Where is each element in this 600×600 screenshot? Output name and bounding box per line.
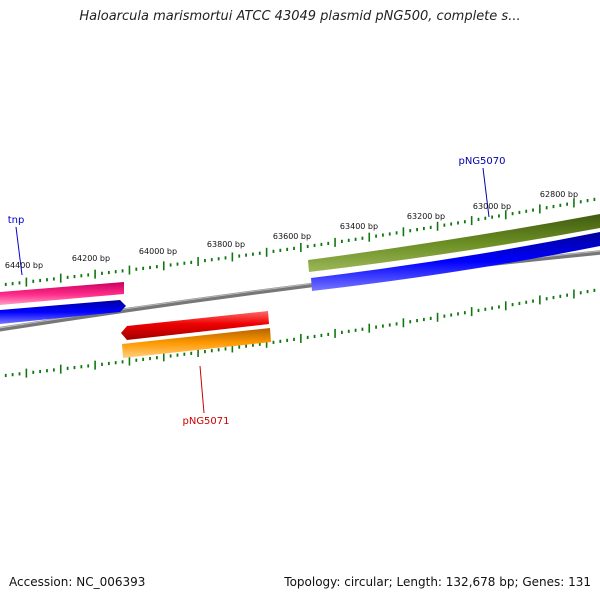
- gene-label-pNG5070[interactable]: pNG5070: [458, 156, 505, 167]
- map-title: Haloarcula marismortui ATCC 43049 plasmi…: [79, 9, 521, 24]
- ruler-tick-label: 63400 bp: [340, 222, 378, 231]
- gene-label-pNG5071[interactable]: pNG5071: [182, 416, 229, 427]
- ruler-tick-label: 63000 bp: [473, 202, 511, 211]
- pNG5070-feature[interactable]: [308, 214, 600, 272]
- tnp-label-connector: [15, 226, 23, 276]
- ruler-tick-label: 64000 bp: [139, 247, 177, 256]
- ruler-tick-label: 62800 bp: [540, 190, 578, 199]
- ruler-tick-label: 63600 bp: [273, 232, 311, 241]
- pNG5070-label-connector: [482, 167, 490, 218]
- cds-forward-left[interactable]: [0, 300, 126, 324]
- tnp-feature[interactable]: [0, 282, 124, 305]
- gene-label-tnp[interactable]: tnp: [8, 215, 25, 226]
- pNG5071-feature[interactable]: [121, 311, 269, 340]
- pNG5071-label-connector: [199, 365, 205, 414]
- ruler-tick-label: 64200 bp: [72, 254, 110, 263]
- accession-text: Accession: NC_006393: [9, 575, 146, 589]
- genome-summary-text: Topology: circular; Length: 132,678 bp; …: [284, 575, 591, 589]
- outer-tick-ruler: [4, 197, 596, 287]
- ruler-tick-label: 63200 bp: [407, 212, 445, 221]
- inner-tick-ruler: [4, 288, 596, 378]
- ruler-tick-label: 64400 bp: [5, 261, 43, 270]
- cds-forward-right[interactable]: [311, 232, 600, 291]
- ruler-tick-label: 63800 bp: [207, 240, 245, 249]
- cds-reverse-feature[interactable]: [122, 328, 271, 358]
